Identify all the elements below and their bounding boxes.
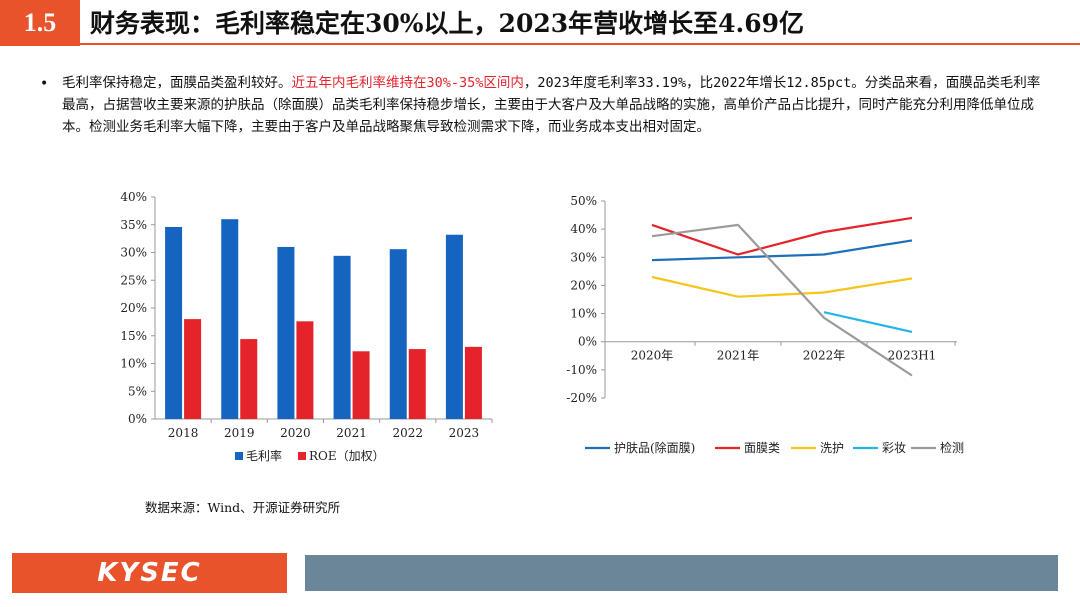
y-tick-label: 10% [120,357,147,371]
bullet-text-lead: 毛利率保持稳定，面膜品类盈利较好。 [62,75,292,91]
y-tick-label: 30% [120,246,147,260]
legend-label: 毛利率 [246,448,282,463]
y-tick-label: 40% [120,190,147,204]
footer: KYSEC [0,553,1080,593]
x-tick-label: 2020年 [631,349,674,363]
series-line-0 [651,239,913,262]
bar-roe-2023 [464,346,482,419]
legend-label: 面膜类 [744,441,780,455]
y-tick-label: 0% [578,335,597,349]
x-tick-label: 2022 [392,426,423,440]
legend-label: 护肤品(除面膜) [614,440,695,455]
bar-gross-margin-2019 [221,219,239,419]
bar-gross-margin-2020 [277,246,295,419]
bar-gross-margin-2022 [389,249,407,419]
x-tick-label: 2023 [449,426,480,440]
category-margin-line-chart: -20% -10% 0% 10% 20% 30% 40% 50% 2020年 2021年 2022年… [566,194,964,455]
logo-text: KYSEC [97,558,202,588]
legend-label: 洗护 [820,441,844,455]
bar-gross-margin-2021 [333,255,351,419]
page-title: 财务表现：毛利率稳定在30%以上，2023年营收增长至4.69亿 [90,9,805,38]
bullet-paragraph: 毛利率保持稳定，面膜品类盈利较好。近五年内毛利率维持在30%-35%区间内，20… [62,72,1042,138]
x-tick-label: 2018 [168,426,199,440]
x-tick-label: 2020 [280,426,311,440]
y-tick-label: 15% [120,329,147,343]
series-line-2 [651,275,913,298]
section-number: 1.5 [0,0,80,46]
y-tick-label: 35% [120,218,147,232]
bar-gross-margin-2023 [445,234,463,419]
y-tick-label: 25% [120,273,147,287]
bar-roe-2020 [296,321,314,419]
y-tick-label: 50% [570,194,597,208]
bar-roe-2019 [240,339,258,419]
data-source-note: 数据来源：Wind、开源证券研究所 [145,500,341,515]
bar-gross-margin-2018 [165,226,183,419]
x-tick-label: 2022年 [803,349,846,363]
y-tick-label: 10% [570,307,597,321]
legend-label: 彩妆 [882,441,906,455]
y-tick-label: 30% [570,250,597,264]
x-tick-label: 2021 [336,426,367,440]
y-tick-label: 20% [120,301,147,315]
kysec-logo: KYSEC [12,553,287,593]
x-tick-label: 2021年 [717,349,760,363]
series-line-4 [651,223,913,377]
y-tick-label: 20% [570,278,597,292]
legend-swatch [298,452,306,460]
bar-roe-2021 [352,351,370,419]
legend-label: 检测 [940,440,964,455]
x-tick-label: 2023H1 [888,349,937,363]
y-tick-label: 5% [128,384,147,398]
gross-margin-roe-bar-chart: 0% 5% 10% 15% 20% 25% 30% 35% 40% 2018 2019 2020 202… [120,190,493,463]
legend-swatch [235,452,243,460]
bullet-icon: • [40,76,49,92]
header: 1.5 财务表现：毛利率稳定在30%以上，2023年营收增长至4.69亿 [0,0,1080,48]
x-tick-label: 2019 [224,426,255,440]
footer-bar [305,555,1058,591]
bullet-text-rest: ，2023年度毛利率33.19%，比2022年增长12.85pct。分类品来看，… [62,75,1041,135]
bullet-text-highlight: 近五年内毛利率维持在30%-35%区间内 [291,75,524,91]
title-divider [80,43,1080,45]
bar-roe-2018 [184,319,202,419]
series-line-1 [651,216,913,256]
y-tick-label: -10% [566,363,597,377]
bar-roe-2022 [408,349,426,419]
y-tick-label: 0% [128,412,147,426]
legend-label: ROE（加权） [309,449,385,463]
y-tick-label: -20% [566,391,597,405]
y-tick-label: 40% [570,222,597,236]
series-line-3 [823,311,913,333]
